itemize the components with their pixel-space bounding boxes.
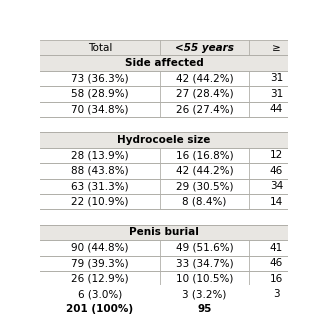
Bar [40, 55, 288, 71]
Text: 88 (43.8%): 88 (43.8%) [71, 166, 129, 176]
Bar [40, 209, 288, 225]
Text: Total: Total [88, 43, 112, 52]
Text: 27 (28.4%): 27 (28.4%) [176, 89, 234, 99]
Text: 33 (34.7%): 33 (34.7%) [176, 258, 234, 268]
Text: Hydrocoele size: Hydrocoele size [117, 135, 211, 145]
Text: 46: 46 [270, 258, 283, 268]
Bar [40, 179, 288, 194]
Text: 14: 14 [270, 196, 283, 207]
Text: Side affected: Side affected [124, 58, 204, 68]
Bar [40, 302, 288, 317]
Bar [40, 71, 288, 86]
Bar [40, 240, 288, 256]
Text: 41: 41 [270, 243, 283, 253]
Text: 58 (28.9%): 58 (28.9%) [71, 89, 129, 99]
Text: Penis burial: Penis burial [129, 228, 199, 237]
Text: 49 (51.6%): 49 (51.6%) [176, 243, 234, 253]
Bar [40, 225, 288, 240]
Bar [40, 40, 288, 55]
Text: 46: 46 [270, 166, 283, 176]
Text: 29 (30.5%): 29 (30.5%) [176, 181, 233, 191]
Bar [40, 132, 288, 148]
Polygon shape [176, 46, 286, 285]
Text: 10 (10.5%): 10 (10.5%) [176, 274, 233, 284]
Text: 16 (16.8%): 16 (16.8%) [176, 150, 234, 160]
Bar [40, 286, 288, 302]
Text: 42 (44.2%): 42 (44.2%) [176, 73, 234, 84]
Bar [40, 117, 288, 132]
Bar [40, 101, 288, 117]
Text: 16: 16 [270, 274, 283, 284]
Bar [40, 194, 288, 209]
Text: 201 (100%): 201 (100%) [67, 304, 134, 315]
Text: 63 (31.3%): 63 (31.3%) [71, 181, 129, 191]
Bar [40, 86, 288, 101]
Text: 28 (13.9%): 28 (13.9%) [71, 150, 129, 160]
Text: ≥: ≥ [272, 43, 281, 52]
Text: 22 (10.9%): 22 (10.9%) [71, 196, 129, 207]
Bar [40, 271, 288, 286]
Polygon shape [209, 46, 288, 285]
Bar [40, 148, 288, 163]
Text: 34: 34 [270, 181, 283, 191]
Text: 6 (3.0%): 6 (3.0%) [78, 289, 122, 299]
Text: 73 (36.3%): 73 (36.3%) [71, 73, 129, 84]
Text: 26 (12.9%): 26 (12.9%) [71, 274, 129, 284]
Text: 44: 44 [270, 104, 283, 114]
Text: 70 (34.8%): 70 (34.8%) [71, 104, 129, 114]
Text: <55 years: <55 years [175, 43, 234, 52]
Text: 3: 3 [273, 289, 280, 299]
Text: 8 (8.4%): 8 (8.4%) [182, 196, 227, 207]
Text: 79 (39.3%): 79 (39.3%) [71, 258, 129, 268]
Text: 95: 95 [197, 304, 212, 315]
Text: 12: 12 [270, 150, 283, 160]
Text: 31: 31 [270, 89, 283, 99]
Text: 90 (44.8%): 90 (44.8%) [71, 243, 129, 253]
Text: 31: 31 [270, 73, 283, 84]
Bar [40, 256, 288, 271]
Text: 26 (27.4%): 26 (27.4%) [176, 104, 234, 114]
Text: 3 (3.2%): 3 (3.2%) [182, 289, 227, 299]
Bar [40, 163, 288, 179]
Text: 42 (44.2%): 42 (44.2%) [176, 166, 234, 176]
